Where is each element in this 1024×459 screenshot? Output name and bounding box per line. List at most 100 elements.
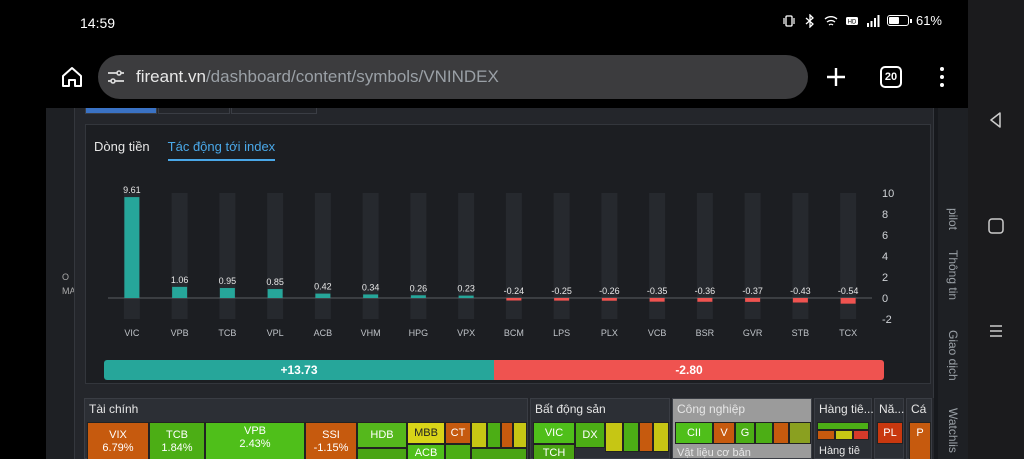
sector-bat-dong-san[interactable]: Bất động sản VIC TCH DX [530, 398, 670, 459]
heatmap-cell[interactable] [605, 422, 623, 452]
cell-symbol: V [720, 427, 728, 439]
heatmap-cell[interactable] [817, 422, 869, 430]
heatmap-cell[interactable] [773, 422, 789, 444]
top-tab-active[interactable] [85, 108, 157, 114]
bar-STB[interactable] [792, 298, 808, 303]
heatmap-cell[interactable] [653, 422, 669, 452]
tab-tac-dong-toi-index[interactable]: Tác động tới index [167, 139, 276, 161]
cell-change: 1.84% [161, 442, 193, 454]
rail-watchlist[interactable]: Watchlis [946, 408, 960, 453]
heatmap-cell[interactable]: CII [675, 422, 713, 444]
heatmap-cell[interactable] [639, 422, 653, 452]
bar-HPG[interactable] [410, 295, 426, 298]
heatmap-cell[interactable] [487, 422, 501, 448]
cell-symbol: G [740, 427, 750, 439]
rail-giao-dich[interactable]: Giao dịch [946, 330, 960, 381]
sector-sub-title: Hàng tiê [819, 445, 860, 457]
heatmap-cell[interactable]: PL [877, 422, 903, 444]
bar-VPL[interactable] [267, 289, 283, 298]
heatmap-cell[interactable] [471, 448, 527, 459]
right-rail: Watchlis Giao dịch Thông tin pilot [938, 108, 968, 459]
browser-toolbar: fireant.vn/dashboard/content/symbols/VNI… [0, 46, 968, 108]
heatmap-cell[interactable] [789, 422, 811, 444]
rail-thong-tin[interactable]: Thông tin [946, 250, 960, 301]
bar-VHM[interactable] [363, 294, 379, 298]
site-settings-icon[interactable] [106, 67, 126, 87]
tab-switcher-button[interactable]: 20 [880, 66, 902, 88]
bar-ACB[interactable] [315, 293, 331, 298]
sector-ca[interactable]: Cá P [906, 398, 932, 459]
y-tick-label: 10 [882, 188, 894, 200]
new-tab-icon[interactable] [824, 65, 848, 89]
cell-symbol: CII [686, 427, 702, 439]
index-impact-modal: Dòng tiền Tác động tới index 10 8 6 4 2 0 -2 9.… [74, 108, 934, 459]
bar-LPS[interactable] [554, 298, 570, 301]
chart-tabs: Dòng tiền Tác động tới index [94, 139, 276, 161]
bluetooth-icon [805, 13, 814, 28]
heatmap-cell[interactable]: P [909, 422, 931, 459]
x-tick-label: VHM [361, 328, 381, 338]
bar-VIC[interactable] [124, 197, 140, 298]
heatmap-cell[interactable]: MBB [407, 422, 445, 444]
heatmap-cell[interactable]: VIX 6.79% [87, 422, 149, 459]
url-path: /dashboard/content/symbols/VNINDEX [205, 67, 499, 86]
bar-GVR[interactable] [745, 298, 761, 302]
bar-value-label: 0.85 [266, 277, 284, 287]
rail-pilot[interactable]: pilot [946, 208, 960, 231]
heatmap-cell[interactable] [835, 430, 853, 440]
heatmap-cell[interactable] [817, 430, 835, 440]
heatmap-cell[interactable]: HDB [357, 422, 407, 448]
x-tick-label: VPX [457, 328, 475, 338]
bar-BCM[interactable] [506, 298, 522, 301]
home-icon[interactable] [60, 65, 84, 89]
bar-value-label: 0.95 [219, 276, 237, 286]
heatmap-cell[interactable]: VPB 2.43% [205, 422, 305, 459]
cell-symbol: TCB [166, 429, 188, 441]
heatmap-cell[interactable] [755, 422, 773, 444]
tab-dong-tien[interactable]: Dòng tiền [94, 139, 150, 154]
heatmap-cell[interactable]: DX [575, 422, 605, 448]
sector-hang-tieu-dung[interactable]: Hàng tiê... Hàng tiê [814, 398, 874, 459]
heatmap-cell[interactable] [513, 422, 527, 448]
bar-BSR[interactable] [697, 298, 713, 302]
sector-cong-nghiep[interactable]: Công nghiệp CII V G Vật liệu cơ bản [672, 398, 812, 459]
bar-PLX[interactable] [601, 298, 617, 301]
bar-VCB[interactable] [649, 298, 665, 302]
heatmap-cell[interactable]: CT [445, 422, 471, 444]
heatmap-cell[interactable] [471, 422, 487, 448]
heatmap-cell[interactable]: TCH [533, 444, 575, 459]
heatmap-cell[interactable] [357, 448, 407, 459]
address-bar[interactable]: fireant.vn/dashboard/content/symbols/VNI… [98, 55, 808, 99]
cell-symbol: ACB [414, 447, 438, 459]
heatmap-cell[interactable] [853, 430, 869, 440]
sector-nang-luong[interactable]: Nă... PL [874, 398, 904, 459]
heatmap-cell[interactable] [623, 422, 639, 452]
back-icon[interactable] [986, 110, 1006, 130]
heatmap-cell[interactable]: SSI -1.15% [305, 422, 357, 459]
heatmap-cell[interactable] [501, 422, 513, 448]
home-nav-icon[interactable] [986, 216, 1006, 236]
sector-tai-chinh[interactable]: Tài chính VIX 6.79% TCB 1.84% VPB 2.43% SSI… [84, 398, 528, 459]
bar-TCB[interactable] [219, 288, 235, 298]
sector-title: Tài chính [89, 402, 139, 416]
heatmap-cell[interactable]: V [713, 422, 735, 444]
heatmap-cell[interactable]: G [735, 422, 755, 444]
heatmap-cell[interactable]: ACB [407, 444, 445, 459]
wifi-icon [824, 15, 838, 26]
top-tab[interactable] [231, 108, 317, 114]
x-tick-label: GVR [743, 328, 763, 338]
more-menu-icon[interactable] [932, 66, 952, 88]
sector-heatmap: Tài chính VIX 6.79% TCB 1.84% VPB 2.43% SSI… [84, 398, 934, 459]
bar-VPB[interactable] [172, 286, 188, 298]
heatmap-cell[interactable] [445, 444, 471, 459]
bar-value-label: 1.06 [171, 275, 189, 285]
bar-TCX[interactable] [840, 298, 856, 304]
top-tab[interactable] [158, 108, 230, 114]
x-tick-label: HPG [409, 328, 429, 338]
heatmap-cell[interactable]: VIC [533, 422, 575, 444]
bar-background [601, 193, 618, 319]
bar-VPX[interactable] [458, 295, 474, 298]
y-tick-label: -2 [882, 314, 892, 326]
recents-icon[interactable] [986, 321, 1006, 341]
heatmap-cell[interactable]: TCB 1.84% [149, 422, 205, 459]
